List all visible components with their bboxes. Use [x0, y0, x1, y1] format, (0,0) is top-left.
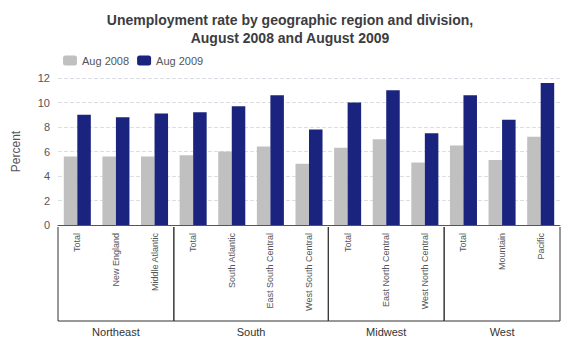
svg-text:Unemployment rate by geographi: Unemployment rate by geographic region a… [107, 12, 473, 28]
svg-text:South: South [237, 326, 266, 338]
svg-text:Total: Total [188, 233, 198, 252]
svg-text:10: 10 [38, 97, 50, 109]
svg-text:Middle Atlantic: Middle Atlantic [150, 233, 160, 292]
svg-text:August 2008 and August 2009: August 2008 and August 2009 [191, 30, 390, 46]
svg-text:West: West [490, 326, 515, 338]
svg-text:6: 6 [44, 146, 50, 158]
svg-text:Total: Total [343, 233, 353, 252]
svg-text:Aug 2008: Aug 2008 [82, 55, 129, 67]
svg-text:West South Central: West South Central [304, 233, 314, 311]
svg-text:0: 0 [44, 219, 50, 231]
svg-text:East South Central: East South Central [265, 233, 275, 309]
svg-text:New England: New England [111, 233, 121, 287]
svg-text:Aug 2009: Aug 2009 [156, 55, 203, 67]
svg-text:Total: Total [72, 233, 82, 252]
svg-text:East North Central: East North Central [381, 233, 391, 307]
svg-text:8: 8 [44, 121, 50, 133]
svg-text:Pacific: Pacific [536, 233, 546, 260]
svg-text:South Atlantic: South Atlantic [227, 233, 237, 289]
svg-text:12: 12 [38, 72, 50, 84]
svg-text:4: 4 [44, 170, 50, 182]
svg-text:Mountain: Mountain [497, 233, 507, 270]
svg-text:Percent: Percent [9, 130, 23, 172]
svg-text:Northeast: Northeast [92, 326, 140, 338]
svg-text:West North Central: West North Central [420, 233, 430, 309]
svg-text:2: 2 [44, 195, 50, 207]
svg-text:Midwest: Midwest [366, 326, 406, 338]
svg-text:Total: Total [458, 233, 468, 252]
